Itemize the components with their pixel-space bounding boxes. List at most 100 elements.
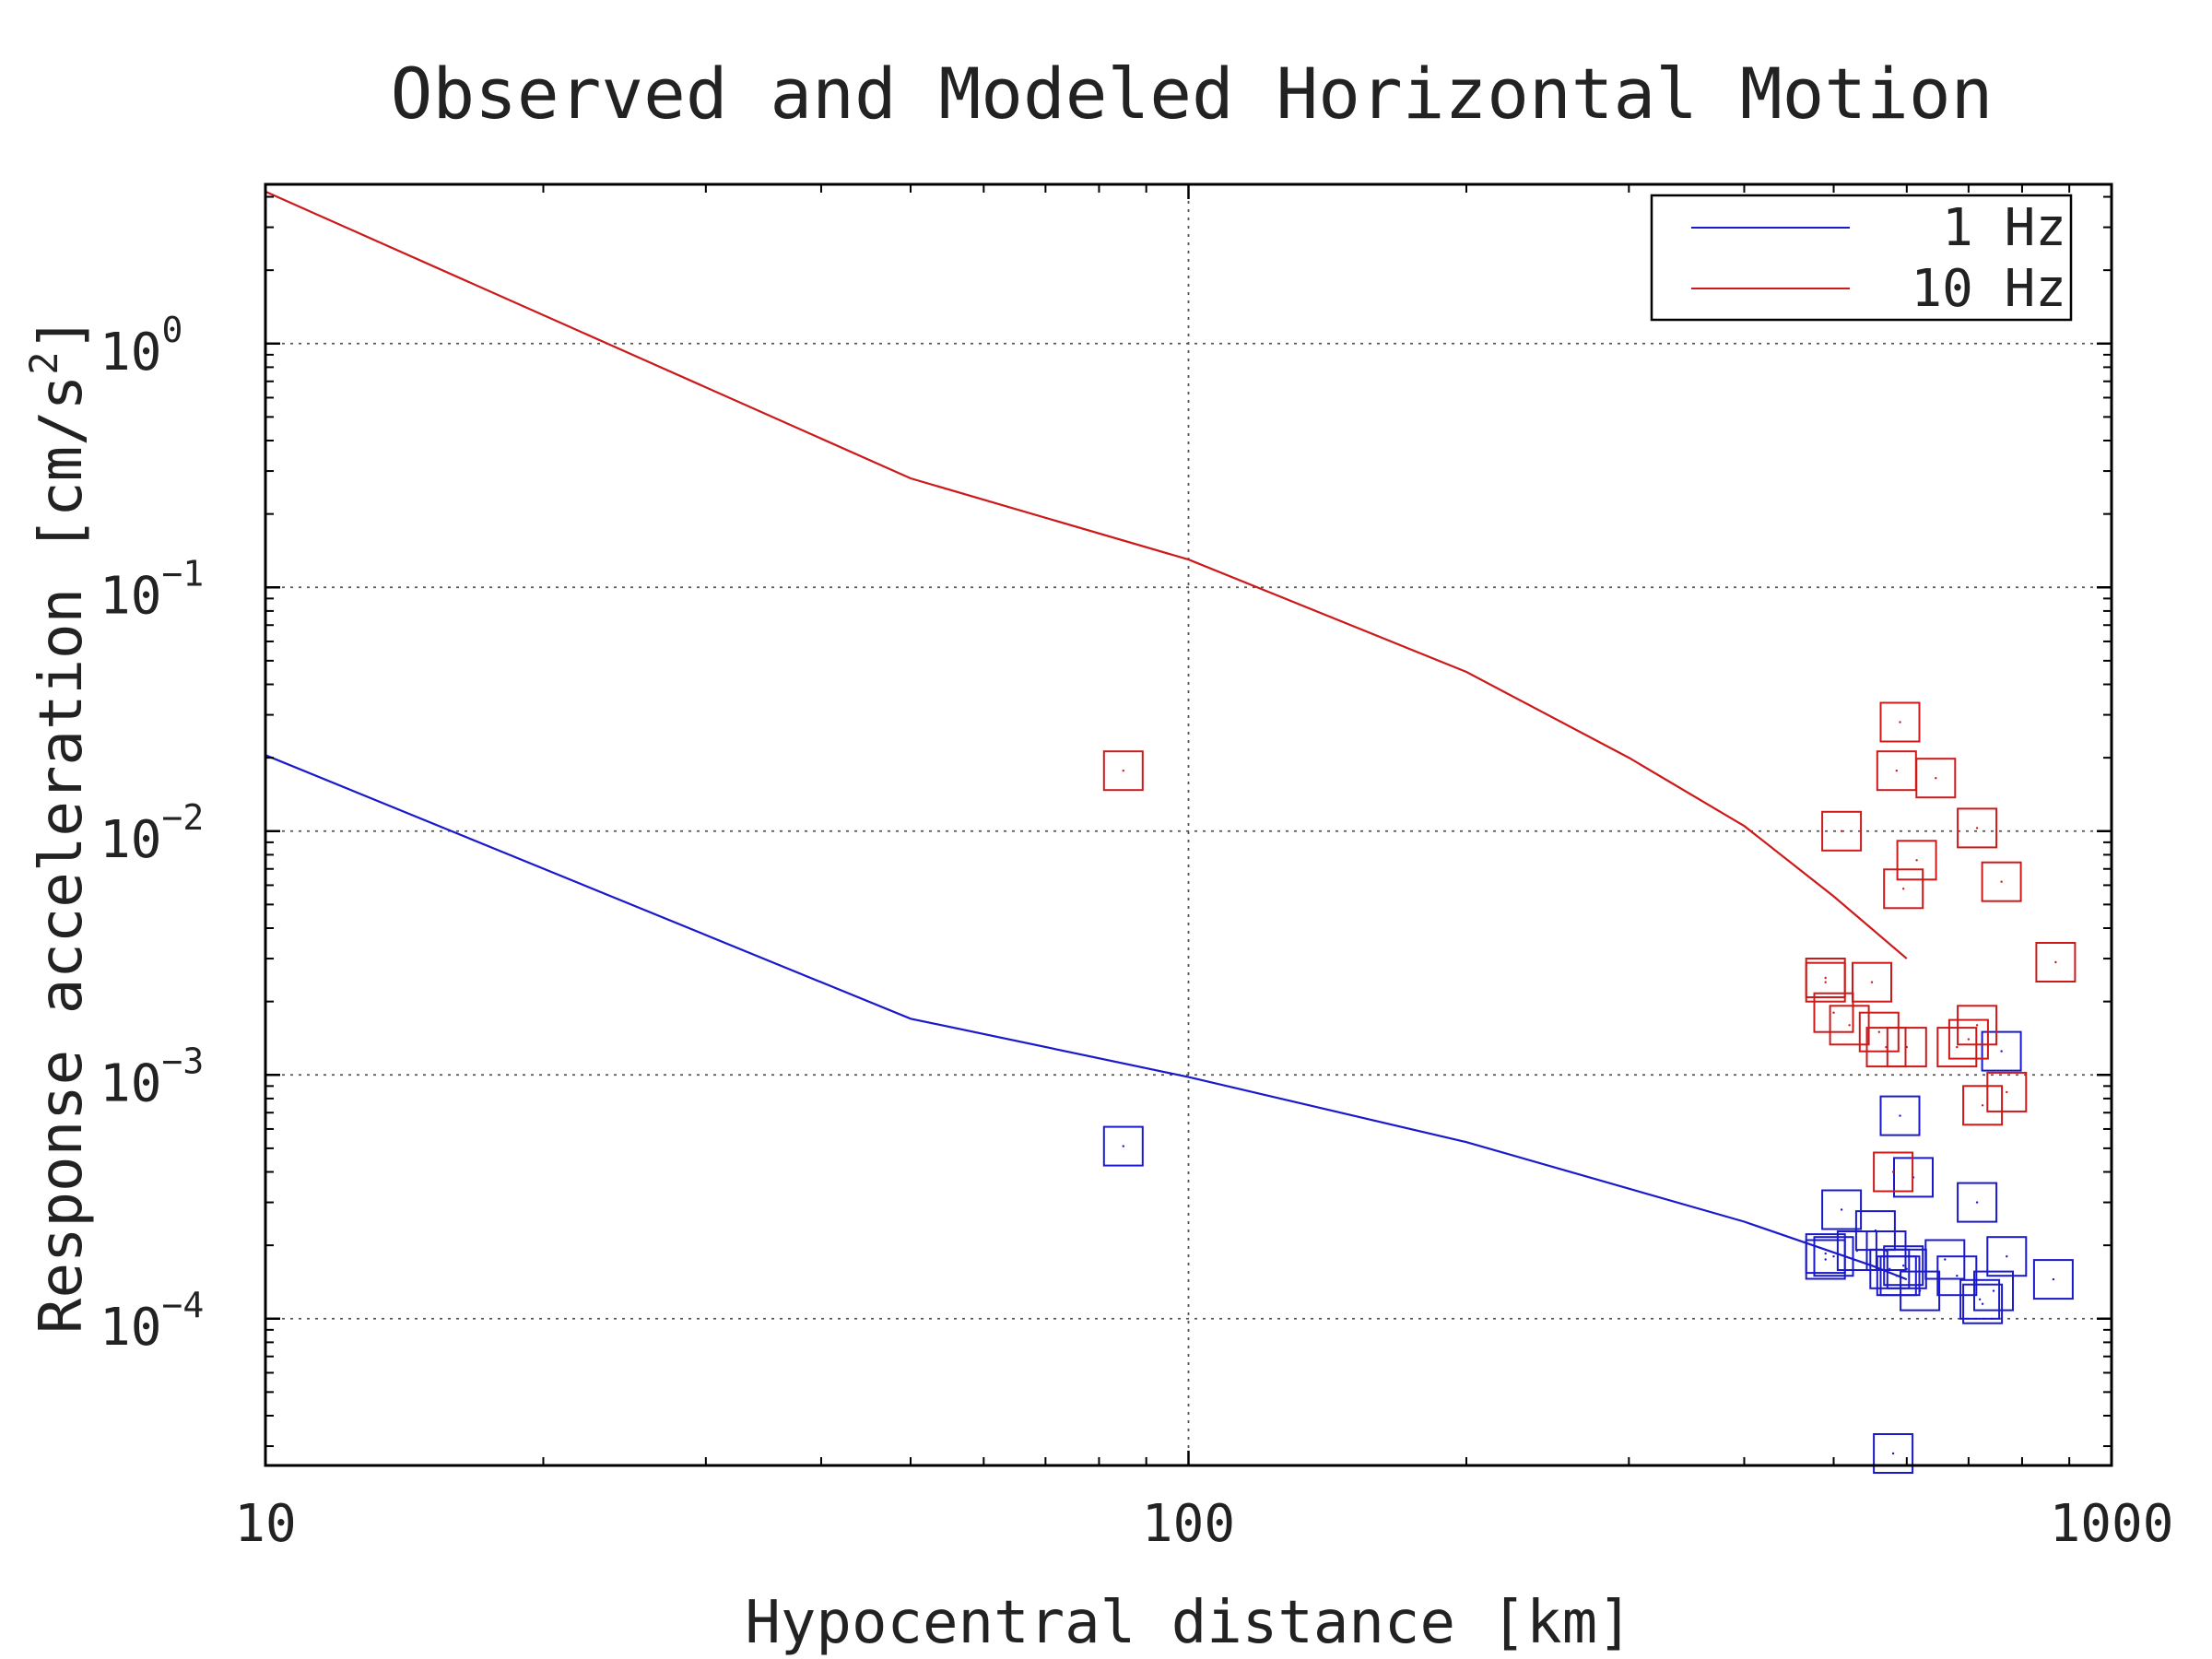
- observed-point-center-1hz: [1981, 1302, 1984, 1305]
- observed-point-center-10hz: [1935, 777, 1937, 780]
- observed-point-1hz: [1986, 1236, 2028, 1277]
- y-tick-exponent: −2: [161, 797, 204, 838]
- observed-point-10hz: [1805, 961, 1846, 1003]
- observed-point-1hz: [1873, 1433, 1914, 1474]
- observed-point-1hz: [1936, 1255, 1978, 1297]
- observed-point-center-10hz: [1975, 1024, 1979, 1027]
- y-tick-exponent: −3: [161, 1041, 204, 1081]
- x-axis-label: Hypocentral distance [km]: [745, 1589, 1632, 1657]
- legend-label-10hz: 10 Hz: [1911, 259, 2066, 319]
- observed-point-center-10hz: [1891, 1171, 1895, 1173]
- observed-point-center-1hz: [1918, 1289, 1922, 1292]
- observed-point-10hz: [1813, 992, 1854, 1033]
- observed-point-1hz: [1813, 1236, 1854, 1277]
- y-tick-base: 10: [100, 1298, 161, 1358]
- y-tick-base: 10: [100, 323, 161, 382]
- model-line-1hz: [265, 754, 1908, 1281]
- observed-point-center-10hz: [1899, 721, 1901, 724]
- observed-point-10hz: [1915, 758, 1957, 799]
- observed-point-10hz: [1886, 1027, 1927, 1068]
- observed-point-center-10hz: [1895, 770, 1898, 772]
- observed-point-1hz: [1973, 1270, 2014, 1312]
- observed-point-center-1hz: [1122, 1145, 1125, 1147]
- observed-point-center-10hz: [1915, 859, 1918, 862]
- x-tick-label: 100: [1142, 1494, 1235, 1554]
- observed-point-center-1hz: [1891, 1452, 1895, 1455]
- observed-point-10hz: [1883, 868, 1924, 910]
- observed-point-center-10hz: [1824, 981, 1827, 983]
- observed-point-center-10hz: [1870, 981, 1874, 983]
- observed-point-center-10hz: [1848, 1024, 1851, 1027]
- y-axis-label: Response acceleration [cm/s2]: [21, 316, 96, 1334]
- observed-point-center-10hz: [2054, 960, 2057, 964]
- observed-point-center-1hz: [2052, 1277, 2055, 1281]
- observed-point-10hz: [1962, 1085, 2004, 1126]
- observed-point-10hz: [1879, 701, 1921, 743]
- observed-point-10hz: [1981, 861, 2022, 902]
- y-tick-base: 10: [100, 810, 161, 870]
- observed-point-1hz: [1865, 1230, 1907, 1271]
- observed-point-center-1hz: [1956, 1275, 1959, 1277]
- chart-title: Observed and Modeled Horizontal Motion: [391, 53, 1994, 135]
- observed-point-center-10hz: [1981, 1104, 1984, 1107]
- observed-point-center-10hz: [2006, 1090, 2008, 1094]
- observed-point-1hz: [1924, 1239, 1966, 1280]
- observed-point-10hz: [1947, 1018, 1989, 1060]
- observed-point-1hz: [1102, 1125, 1144, 1167]
- legend: 1 Hz 10 Hz: [1650, 194, 2073, 322]
- series-layer: [265, 190, 2077, 1474]
- x-ticks: 10 100 1000: [234, 184, 2173, 1554]
- observed-point-center-1hz: [1832, 1255, 1835, 1258]
- observed-point-center-10hz: [1840, 830, 1843, 832]
- observed-point-center-1hz: [1888, 1267, 1891, 1271]
- y-tick-label: 100: [100, 310, 182, 382]
- observed-point-center-1hz: [1824, 1252, 1827, 1255]
- y-tick-label: 10−3: [100, 1041, 204, 1113]
- observed-point-center-1hz: [1840, 1208, 1843, 1211]
- y-tick-exponent: −1: [161, 553, 204, 594]
- observed-point-center-10hz: [1877, 1030, 1881, 1033]
- observed-point-center-10hz: [1832, 1011, 1835, 1014]
- observed-point-center-10hz: [1967, 1038, 1971, 1041]
- y-tick-label: 10−4: [100, 1285, 204, 1358]
- y-tick-base: 10: [100, 566, 161, 626]
- observed-point-10hz: [1102, 750, 1144, 792]
- observed-point-center-1hz: [1899, 1114, 1901, 1117]
- observed-point-1hz: [1805, 1233, 1846, 1275]
- observed-point-center-1hz: [1992, 1289, 1995, 1292]
- observed-point-1hz: [1981, 1030, 2022, 1072]
- y-tick-exponent: 0: [161, 310, 182, 350]
- observed-point-1hz: [2032, 1259, 2074, 1300]
- observed-point-center-1hz: [1902, 1265, 1905, 1267]
- observed-point-center-10hz: [1902, 888, 1905, 890]
- observed-point-1hz: [1959, 1278, 2001, 1320]
- observed-point-10hz: [1821, 810, 1863, 852]
- observed-point-center-10hz: [1824, 976, 1827, 980]
- x-tick-label: 10: [234, 1494, 296, 1554]
- observed-point-center-10hz: [2000, 880, 2003, 883]
- y-tick-exponent: −4: [161, 1285, 204, 1325]
- observed-point-1hz: [1957, 1182, 1998, 1223]
- observed-point-center-1hz: [1895, 1275, 1898, 1277]
- observed-point-center-1hz: [1944, 1258, 1947, 1261]
- observed-point-10hz: [1865, 1027, 1907, 1068]
- observed-point-10hz: [1829, 1005, 1870, 1046]
- observed-point-1hz: [1883, 1245, 1924, 1287]
- observed-point-1hz: [1900, 1270, 1941, 1312]
- observed-point-1hz: [1821, 1189, 1863, 1230]
- observed-point-center-1hz: [2000, 1050, 2003, 1053]
- y-tick-label: 10−2: [100, 797, 204, 870]
- observed-point-10hz: [1957, 807, 1998, 849]
- y-axis-label-close: ]: [28, 316, 96, 352]
- legend-label-1hz: 1 Hz: [1942, 198, 2066, 258]
- observed-point-1hz: [1962, 1283, 2004, 1324]
- grid: [265, 184, 2112, 1465]
- observed-point-10hz: [1896, 840, 1937, 881]
- y-tick-base: 10: [100, 1053, 161, 1113]
- observed-point-center-1hz: [2006, 1255, 2008, 1258]
- observed-point-10hz: [1852, 961, 1892, 1003]
- observed-point-center-10hz: [1975, 827, 1979, 830]
- legend-box: [1650, 194, 2073, 322]
